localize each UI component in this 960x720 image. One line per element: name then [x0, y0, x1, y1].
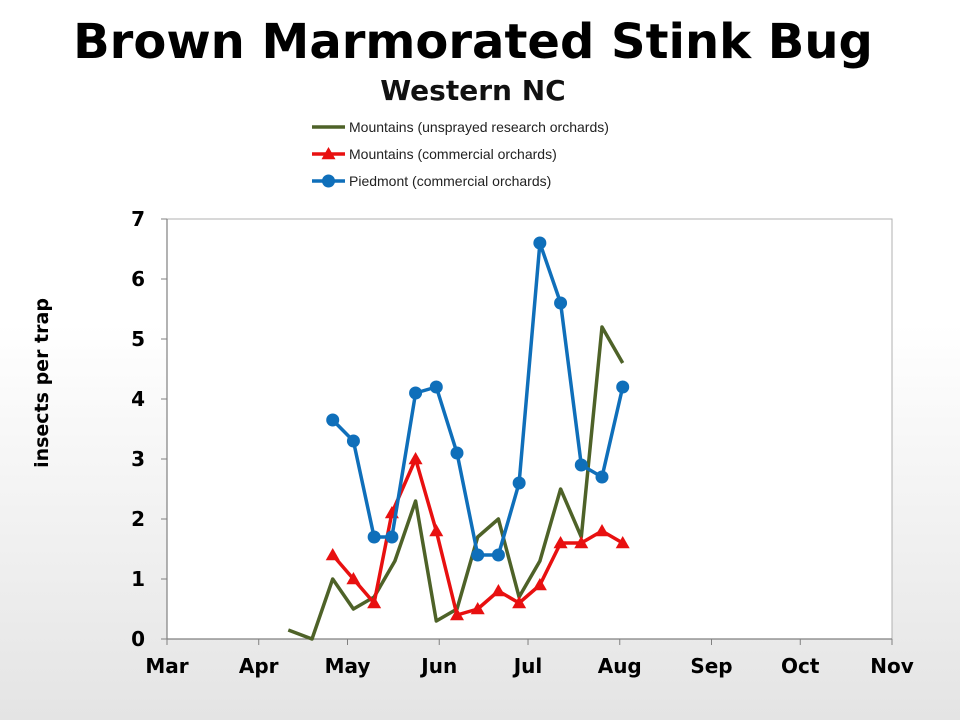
data-point — [553, 536, 568, 549]
data-point — [346, 572, 361, 585]
y-tick-label: 2 — [131, 507, 145, 531]
chart-subtitle: Western NC — [380, 74, 566, 107]
data-point — [512, 596, 527, 609]
legend-label: Piedmont (commercial orchards) — [349, 173, 551, 189]
x-tick-label: Jun — [419, 654, 457, 678]
data-point — [409, 386, 423, 400]
legend-item: Piedmont (commercial orchards) — [312, 173, 551, 189]
legend: Mountains (unsprayed research orchards) M… — [312, 119, 609, 189]
plot-area — [166, 218, 893, 640]
y-tick-label: 4 — [131, 387, 145, 411]
data-point — [385, 530, 399, 544]
y-tick-label: 1 — [131, 567, 145, 591]
series-layer — [287, 236, 630, 641]
data-point — [595, 524, 609, 537]
series-2 — [325, 452, 630, 621]
y-tick-label: 7 — [131, 207, 145, 231]
axes: 0 1 2 3 4 5 6 7 Mar Apr May Jun Jul Aug Sep Oct Nov — [131, 207, 914, 678]
data-point — [533, 236, 547, 250]
legend-marker — [322, 174, 335, 188]
data-point — [574, 458, 588, 472]
legend-label: Mountains (unsprayed research orchards) — [349, 119, 609, 135]
data-point — [595, 470, 609, 484]
data-point — [450, 608, 464, 621]
x-tick-label: Mar — [145, 654, 188, 678]
x-tick-label: Nov — [870, 654, 914, 678]
data-point — [491, 584, 506, 597]
legend-item: Mountains (commercial orchards) — [312, 146, 557, 162]
y-tick-label: 5 — [131, 327, 145, 351]
data-point — [326, 413, 340, 427]
x-tick-label: Apr — [239, 654, 279, 678]
legend-item: Mountains (unsprayed research orchards) — [312, 119, 609, 135]
y-tick-label: 3 — [131, 447, 145, 471]
y-tick-label: 0 — [131, 627, 145, 651]
data-point — [429, 524, 444, 537]
x-tick-label: Oct — [781, 654, 820, 678]
data-point — [346, 434, 360, 448]
data-point — [367, 530, 381, 544]
legend-marker — [321, 147, 336, 160]
x-tick-label: Jul — [512, 654, 543, 678]
data-point — [616, 380, 630, 394]
data-point — [615, 536, 630, 549]
data-point — [574, 536, 589, 549]
data-point — [429, 380, 443, 394]
x-tick-label: Aug — [598, 654, 642, 678]
data-point — [470, 602, 485, 615]
series-3 — [326, 236, 630, 562]
chart-title: Brown Marmorated Stink Bug — [73, 14, 873, 70]
legend-label: Mountains (commercial orchards) — [349, 146, 557, 162]
data-point — [367, 596, 382, 609]
data-point — [450, 446, 464, 460]
data-point — [491, 548, 505, 562]
data-point — [554, 296, 568, 310]
data-point — [408, 452, 423, 465]
y-tick-label: 6 — [131, 267, 145, 291]
x-tick-label: May — [325, 654, 371, 678]
data-point — [512, 476, 526, 490]
data-point — [471, 548, 485, 562]
data-point — [325, 548, 340, 561]
y-axis-label: insects per trap — [31, 298, 53, 468]
data-point — [532, 578, 547, 591]
x-tick-label: Sep — [690, 654, 732, 678]
